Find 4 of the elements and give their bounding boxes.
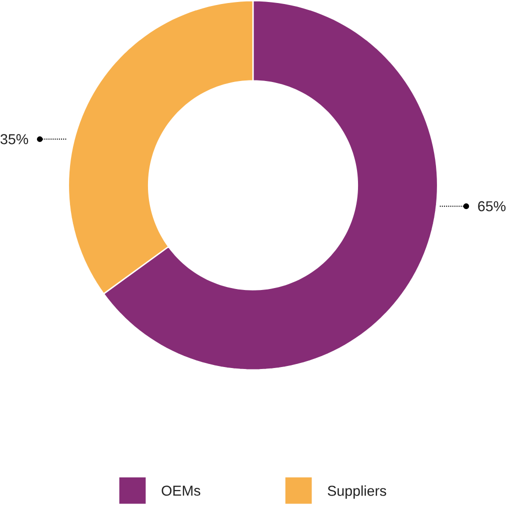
data-label: 35% xyxy=(0,134,28,144)
legend-label: OEMs xyxy=(162,486,200,496)
data-label: 65% xyxy=(478,201,506,212)
legend-label: Suppliers xyxy=(328,485,386,499)
